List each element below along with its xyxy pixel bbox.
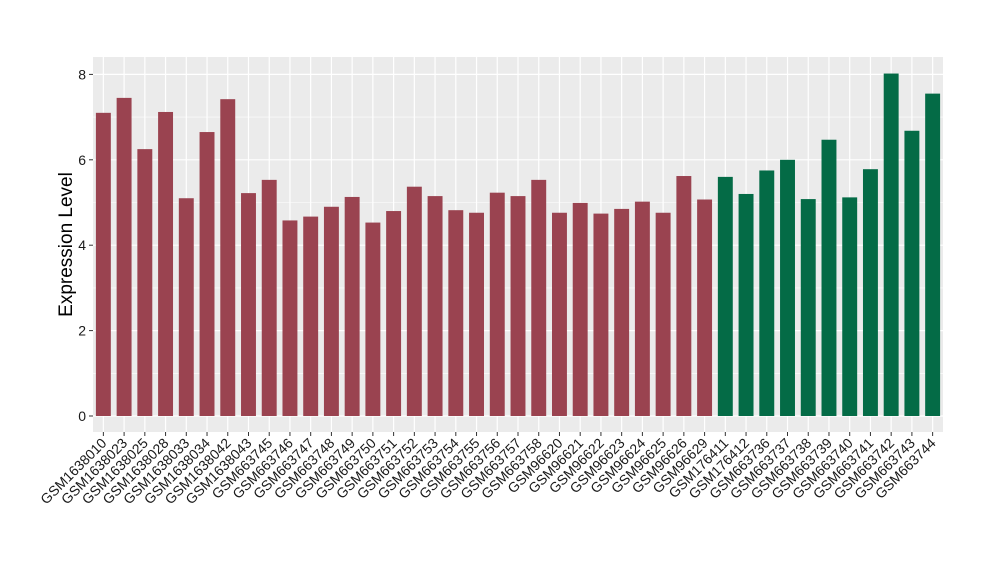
bar [510,196,526,416]
bar [593,213,609,416]
bar [469,212,484,416]
bar [344,196,360,416]
x-axis: GSM1638010GSM1638023GSM1638025GSM1638028… [37,432,939,507]
y-tick-label: 6 [78,152,86,168]
bar [697,199,713,416]
bar [241,193,256,416]
bar [883,73,899,417]
bar [116,97,132,416]
bar [800,199,816,416]
bar [386,211,402,416]
bar [780,159,795,417]
bar [842,197,858,416]
bar [531,179,547,416]
bar [614,208,630,416]
bar [862,169,878,416]
bar [925,93,941,417]
y-axis-title: Expression Level [56,172,77,317]
y-tick-label: 4 [78,237,86,253]
bar [821,139,837,416]
bar [261,179,277,416]
bar [572,202,588,416]
bar [655,212,671,416]
bar [220,99,236,416]
bar [759,170,775,416]
bar [199,132,215,417]
bar [738,193,754,416]
bar [717,176,733,416]
bar [904,130,920,416]
bar [303,216,319,416]
bar [282,220,298,416]
y-tick-label: 0 [78,408,86,424]
bar [427,196,443,416]
bar [448,210,464,416]
bar [323,206,339,416]
bar [178,198,194,416]
bar [634,201,650,416]
bars [95,73,941,417]
y-axis: 0 2 4 6 8 [78,66,93,424]
y-tick-label: 2 [78,323,86,339]
bar [158,111,174,416]
bar [365,222,381,416]
y-tick-label: 8 [78,66,86,82]
bar [552,212,567,416]
bar [406,186,422,416]
bar [95,112,111,416]
bar [676,176,692,416]
bar [137,149,153,416]
bar [489,192,505,416]
